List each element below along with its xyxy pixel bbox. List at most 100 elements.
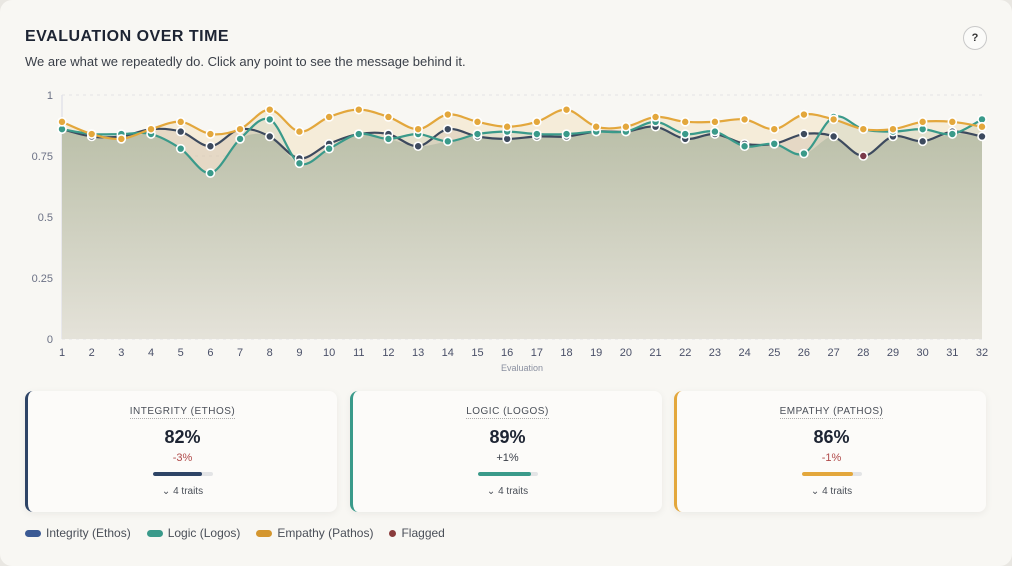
data-point[interactable] xyxy=(324,143,334,154)
x-tick-label: 8 xyxy=(267,347,273,359)
data-point[interactable] xyxy=(561,104,572,115)
data-point[interactable] xyxy=(650,112,661,122)
score-card-integrity[interactable]: INTEGRITY (ETHOS) 82% -3% ⌄ 4 traits xyxy=(25,391,337,512)
traits-toggle[interactable]: ⌄ 4 traits xyxy=(28,486,337,497)
data-point[interactable] xyxy=(205,129,216,139)
card-label: EMPATHY (PATHOS) xyxy=(677,406,986,419)
traits-toggle[interactable]: ⌄ 4 traits xyxy=(353,486,662,497)
data-point[interactable] xyxy=(264,131,275,142)
data-point[interactable] xyxy=(175,126,186,137)
data-point[interactable] xyxy=(561,129,572,139)
traits-label: 4 traits xyxy=(498,486,529,497)
data-point[interactable] xyxy=(86,129,97,139)
data-point[interactable] xyxy=(799,109,809,120)
x-tick-label: 3 xyxy=(118,347,124,359)
data-point[interactable] xyxy=(977,131,987,142)
data-point[interactable] xyxy=(739,114,750,125)
data-point[interactable] xyxy=(769,124,780,134)
data-point[interactable] xyxy=(769,138,780,149)
data-point[interactable] xyxy=(443,124,453,134)
data-point[interactable] xyxy=(828,131,839,142)
data-point[interactable] xyxy=(621,121,631,132)
x-tick-label: 2 xyxy=(89,347,95,359)
data-point[interactable] xyxy=(205,141,216,152)
data-point[interactable] xyxy=(888,124,898,134)
data-point[interactable] xyxy=(799,129,809,139)
data-point[interactable] xyxy=(917,136,928,147)
card-label-text: INTEGRITY (ETHOS) xyxy=(129,406,236,419)
data-point[interactable] xyxy=(294,158,305,169)
y-tick-label: 0.5 xyxy=(38,212,53,224)
legend-item-empathy[interactable]: Empathy (Pathos) xyxy=(256,526,373,540)
x-tick-label: 10 xyxy=(323,347,335,359)
x-tick-label: 22 xyxy=(679,347,691,359)
data-point[interactable] xyxy=(917,117,928,127)
x-tick-label: 11 xyxy=(353,347,364,359)
data-point[interactable] xyxy=(324,112,334,122)
x-axis-label: Evaluation xyxy=(501,363,543,373)
legend-item-integrity[interactable]: Integrity (Ethos) xyxy=(25,526,131,540)
x-tick-label: 15 xyxy=(471,347,483,359)
data-point[interactable] xyxy=(828,114,839,125)
legend-item-flagged[interactable]: Flagged xyxy=(389,526,445,540)
data-point[interactable] xyxy=(383,134,394,144)
x-tick-label: 1 xyxy=(59,347,65,359)
x-tick-label: 7 xyxy=(237,347,243,359)
card-delta: -1% xyxy=(821,452,842,464)
data-point[interactable] xyxy=(57,117,67,127)
data-point[interactable] xyxy=(680,129,691,139)
data-point[interactable] xyxy=(947,117,958,127)
data-point[interactable] xyxy=(472,129,483,139)
data-point[interactable] xyxy=(116,134,127,144)
data-point[interactable] xyxy=(532,129,542,139)
x-tick-label: 24 xyxy=(738,347,750,359)
legend-label: Integrity (Ethos) xyxy=(46,526,131,540)
data-point[interactable] xyxy=(532,117,542,127)
data-point[interactable] xyxy=(443,109,453,120)
card-progress-fill xyxy=(152,472,202,476)
data-point[interactable] xyxy=(591,121,601,132)
score-card-empathy[interactable]: EMPATHY (PATHOS) 86% -1% ⌄ 4 traits xyxy=(674,391,986,512)
data-point[interactable] xyxy=(146,124,156,134)
x-tick-label: 20 xyxy=(620,347,632,359)
legend-label: Logic (Logos) xyxy=(167,526,241,540)
data-point[interactable] xyxy=(175,143,186,154)
data-point[interactable] xyxy=(294,126,305,137)
x-tick-label: 14 xyxy=(442,347,454,359)
data-point[interactable] xyxy=(472,117,483,127)
chevron-down-icon: ⌄ xyxy=(161,486,171,497)
data-point[interactable] xyxy=(443,136,453,147)
data-point[interactable] xyxy=(235,124,245,134)
data-point[interactable] xyxy=(799,148,809,159)
data-point[interactable] xyxy=(353,104,364,115)
data-point[interactable] xyxy=(739,141,750,152)
data-point[interactable] xyxy=(205,168,216,178)
data-point[interactable] xyxy=(858,124,869,134)
data-point[interactable] xyxy=(710,126,720,137)
data-point[interactable] xyxy=(383,112,394,122)
data-point[interactable] xyxy=(947,129,958,139)
help-button[interactable]: ? xyxy=(963,26,987,50)
flagged-point[interactable] xyxy=(858,151,869,161)
score-card-logic[interactable]: LOGIC (LOGOS) 89% +1% ⌄ 4 traits xyxy=(350,391,662,512)
legend-label: Empathy (Pathos) xyxy=(277,526,374,540)
legend-item-logic[interactable]: Logic (Logos) xyxy=(146,526,241,540)
data-point[interactable] xyxy=(353,129,364,139)
x-tick-label: 5 xyxy=(178,347,184,359)
data-point[interactable] xyxy=(502,121,512,132)
chevron-down-icon: ⌄ xyxy=(486,486,496,497)
data-point[interactable] xyxy=(977,121,987,132)
legend-swatch xyxy=(25,529,41,537)
data-point[interactable] xyxy=(710,117,720,127)
data-point[interactable] xyxy=(264,114,275,125)
data-point[interactable] xyxy=(413,124,423,134)
data-point[interactable] xyxy=(413,141,423,152)
data-point[interactable] xyxy=(264,104,275,115)
data-point[interactable] xyxy=(175,117,186,127)
traits-label: 4 traits xyxy=(173,486,204,497)
traits-toggle[interactable]: ⌄ 4 traits xyxy=(677,486,986,497)
data-point[interactable] xyxy=(235,134,245,144)
data-point[interactable] xyxy=(680,117,691,127)
x-tick-label: 6 xyxy=(207,347,213,359)
